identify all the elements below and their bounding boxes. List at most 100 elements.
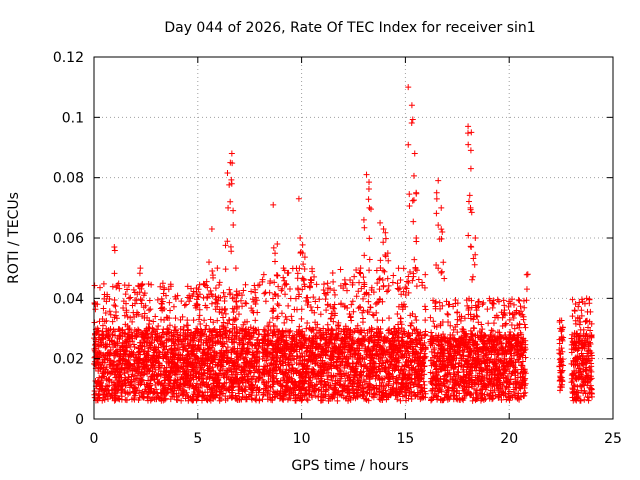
data-point bbox=[190, 385, 197, 392]
data-point bbox=[248, 386, 255, 393]
data-point bbox=[119, 326, 126, 333]
data-point bbox=[120, 304, 127, 311]
data-point bbox=[138, 297, 145, 304]
data-point bbox=[231, 362, 238, 369]
data-point bbox=[237, 354, 244, 361]
data-point bbox=[124, 322, 131, 329]
data-point bbox=[170, 339, 177, 346]
data-point bbox=[402, 284, 409, 291]
data-point bbox=[100, 280, 107, 287]
data-point bbox=[235, 387, 242, 394]
data-point bbox=[189, 350, 196, 357]
data-point bbox=[210, 319, 217, 326]
data-point bbox=[167, 283, 174, 290]
data-point bbox=[228, 349, 235, 356]
data-point bbox=[220, 323, 227, 330]
data-point bbox=[222, 310, 229, 317]
data-point bbox=[216, 356, 223, 363]
data-point bbox=[307, 276, 314, 283]
data-point bbox=[301, 266, 308, 273]
data-point bbox=[166, 315, 173, 322]
data-point bbox=[137, 381, 144, 388]
data-point bbox=[155, 348, 162, 355]
data-point bbox=[366, 267, 373, 274]
data-point bbox=[116, 379, 123, 386]
data-point bbox=[125, 282, 132, 289]
data-point bbox=[214, 339, 221, 346]
data-point bbox=[287, 295, 294, 302]
data-point bbox=[165, 382, 172, 389]
data-point bbox=[259, 396, 266, 403]
data-point bbox=[114, 334, 121, 341]
data-point bbox=[256, 375, 263, 382]
data-point bbox=[178, 298, 185, 305]
data-point bbox=[197, 332, 204, 339]
data-point bbox=[130, 376, 137, 383]
data-point bbox=[430, 318, 437, 325]
data-point bbox=[236, 396, 243, 403]
data-point bbox=[353, 293, 360, 300]
data-point bbox=[422, 306, 429, 313]
data-point bbox=[148, 340, 155, 347]
data-point bbox=[320, 286, 327, 293]
data-point bbox=[330, 318, 337, 325]
data-point bbox=[127, 338, 134, 345]
data-point bbox=[228, 394, 235, 401]
data-point bbox=[166, 381, 173, 388]
data-point bbox=[182, 375, 189, 382]
data-point bbox=[261, 357, 268, 364]
data-point bbox=[144, 397, 151, 404]
data-point bbox=[231, 345, 238, 352]
data-point bbox=[100, 370, 107, 377]
data-point bbox=[310, 294, 317, 301]
data-point bbox=[138, 378, 145, 385]
data-point bbox=[373, 267, 380, 274]
data-point bbox=[214, 329, 221, 336]
data-point bbox=[131, 389, 138, 396]
data-point bbox=[216, 397, 223, 404]
data-point bbox=[327, 315, 334, 322]
data-point bbox=[159, 351, 166, 358]
data-point bbox=[214, 317, 221, 324]
data-point bbox=[111, 339, 118, 346]
data-point bbox=[134, 368, 141, 375]
data-point bbox=[320, 394, 327, 401]
data-point bbox=[208, 291, 215, 298]
data-point bbox=[130, 286, 137, 293]
data-point bbox=[195, 338, 202, 345]
data-point bbox=[252, 317, 259, 324]
data-point bbox=[214, 362, 221, 369]
data-point bbox=[91, 319, 98, 326]
data-point bbox=[422, 317, 429, 324]
data-point bbox=[145, 280, 152, 287]
data-point bbox=[206, 333, 213, 340]
data-point bbox=[199, 389, 206, 396]
data-point bbox=[172, 315, 179, 322]
data-point bbox=[126, 295, 133, 302]
data-point bbox=[234, 375, 241, 382]
data-point bbox=[195, 293, 202, 300]
data-point bbox=[150, 318, 157, 325]
data-point bbox=[174, 292, 181, 299]
data-point bbox=[220, 289, 227, 296]
data-point bbox=[223, 347, 230, 354]
data-point bbox=[143, 388, 150, 395]
data-point bbox=[246, 368, 253, 375]
data-point bbox=[348, 301, 355, 308]
data-point bbox=[270, 307, 277, 314]
data-point bbox=[223, 338, 230, 345]
data-point bbox=[112, 389, 119, 396]
data-point bbox=[159, 329, 166, 336]
data-point bbox=[412, 313, 419, 320]
data-point bbox=[259, 376, 266, 383]
data-point bbox=[169, 350, 176, 357]
data-point bbox=[422, 271, 429, 278]
data-point bbox=[397, 277, 404, 284]
data-point bbox=[228, 380, 235, 387]
data-point bbox=[111, 302, 118, 309]
data-point bbox=[407, 322, 414, 329]
data-point bbox=[184, 340, 191, 347]
data-point bbox=[152, 366, 159, 373]
data-point bbox=[152, 313, 159, 320]
data-point bbox=[248, 341, 255, 348]
